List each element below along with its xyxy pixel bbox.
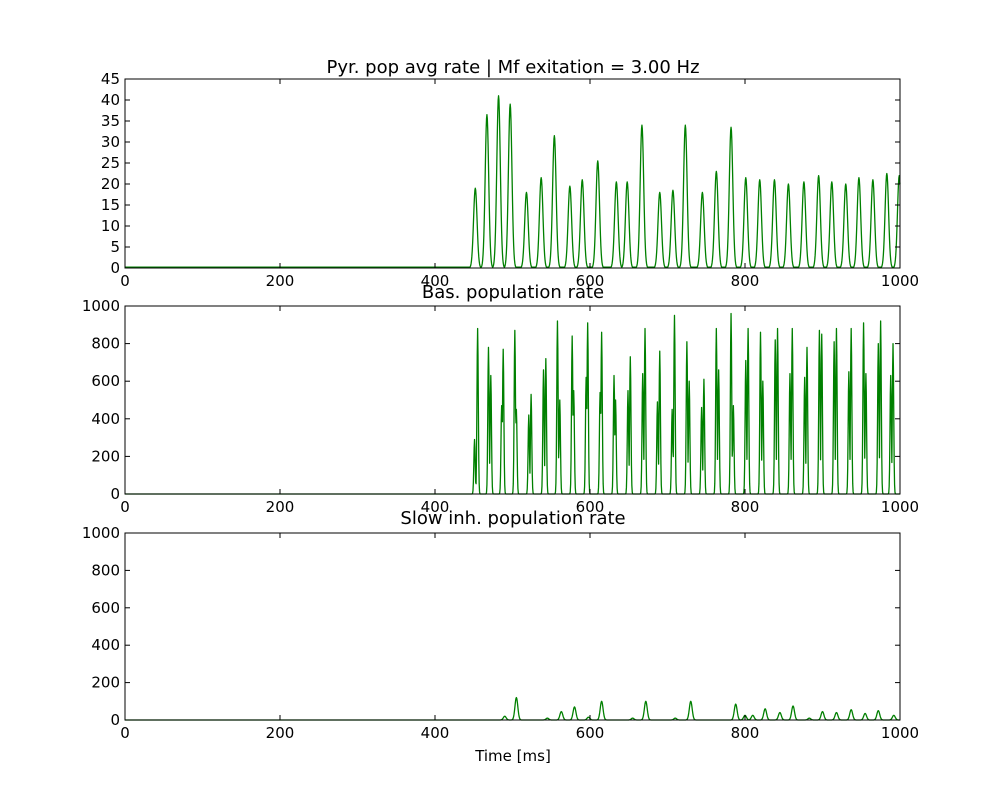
- y-tick-label: 600: [91, 372, 120, 390]
- axes-frame: [124, 305, 901, 495]
- x-tick-label: 600: [576, 498, 605, 516]
- tick-marks: [124, 78, 901, 269]
- y-tick-label: 400: [91, 636, 120, 654]
- y-tick-label: 1000: [82, 524, 120, 542]
- y-tick-label: 600: [91, 599, 120, 617]
- y-tick-label: 5: [110, 238, 120, 256]
- x-tick-label: 0: [120, 272, 130, 290]
- y-tick-label: 30: [101, 133, 120, 151]
- x-tick-label: 200: [266, 498, 295, 516]
- x-tick-label: 1000: [881, 272, 919, 290]
- panel-title: Slow inh. population rate: [400, 508, 625, 529]
- y-tick-labels: 0 200 400 600 800 1000: [82, 297, 120, 503]
- x-tick-labels: 0 200 400 600 800 1000: [120, 724, 919, 742]
- panel-title: Pyr. pop avg rate | Mf exitation = 3.00 …: [326, 57, 699, 78]
- y-tick-label: 800: [91, 335, 120, 353]
- x-tick-label: 800: [731, 498, 760, 516]
- x-tick-label: 400: [421, 724, 450, 742]
- y-tick-label: 1000: [82, 297, 120, 315]
- tick-marks: [124, 532, 901, 721]
- y-tick-label: 0: [110, 485, 120, 503]
- y-tick-label: 15: [101, 196, 120, 214]
- y-tick-label: 20: [101, 175, 120, 193]
- panel-title: Bas. population rate: [422, 282, 604, 303]
- x-axis-label: Time [ms]: [474, 747, 551, 765]
- y-tick-labels: 0 5 10 15 20 25 30 35 40 45: [101, 70, 120, 277]
- tick-marks: [124, 305, 901, 495]
- series-line-0: [124, 95, 901, 268]
- axes-frame: [124, 532, 901, 721]
- y-tick-labels: 0 200 400 600 800 1000: [82, 524, 120, 729]
- x-tick-label: 400: [421, 498, 450, 516]
- x-tick-label: 200: [266, 724, 295, 742]
- x-tick-label: 200: [266, 272, 295, 290]
- y-tick-label: 35: [101, 112, 120, 130]
- basket-rate-panel: Bas. population rate 0 200 400 600 800 1000 0…: [82, 282, 919, 516]
- pyramidal-rate-series: [124, 95, 901, 268]
- y-tick-label: 200: [91, 674, 120, 692]
- y-tick-label: 800: [91, 561, 120, 579]
- slow-inh-rate-panel: Slow inh. population rate 0 200 400 600 800 1…: [82, 508, 919, 765]
- x-tick-label: 800: [731, 724, 760, 742]
- x-tick-label: 1000: [881, 724, 919, 742]
- y-tick-label: 10: [101, 217, 120, 235]
- pyramidal-rate-panel: Pyr. pop avg rate | Mf exitation = 3.00 …: [101, 57, 919, 290]
- x-tick-label: 600: [576, 724, 605, 742]
- x-tick-label: 0: [120, 724, 130, 742]
- y-tick-label: 200: [91, 447, 120, 465]
- x-tick-label: 1000: [881, 498, 919, 516]
- x-tick-label: 400: [421, 272, 450, 290]
- x-tick-labels: 0 200 400 600 800 1000: [120, 272, 919, 290]
- y-tick-label: 0: [110, 711, 120, 729]
- y-tick-label: 0: [110, 259, 120, 277]
- y-tick-label: 25: [101, 154, 120, 172]
- y-tick-label: 400: [91, 410, 120, 428]
- x-tick-label: 800: [731, 272, 760, 290]
- y-tick-label: 40: [101, 91, 120, 109]
- x-tick-label: 0: [120, 498, 130, 516]
- x-tick-labels: 0 200 400 600 800 1000: [120, 498, 919, 516]
- y-tick-label: 45: [101, 70, 120, 88]
- axes-frame: [124, 78, 901, 269]
- x-tick-label: 600: [576, 272, 605, 290]
